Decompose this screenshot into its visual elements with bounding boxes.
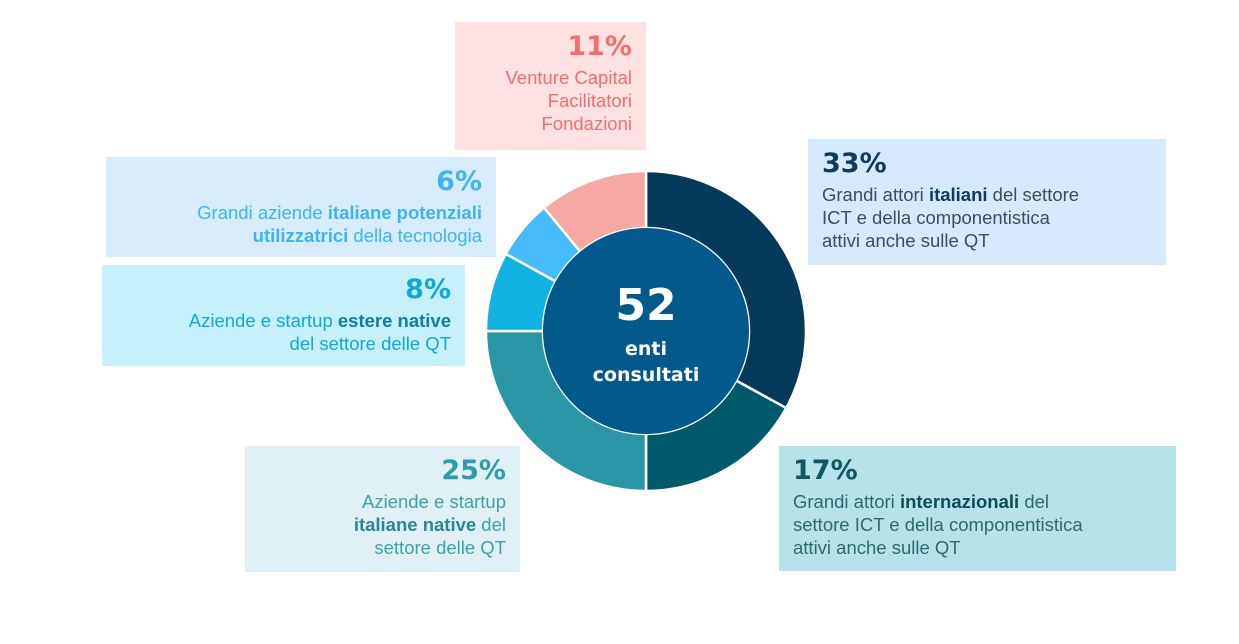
callout-italian-native-startups: 25% Aziende e startup italiane native del… <box>245 446 520 572</box>
callout-text: della tecnologia <box>348 225 482 246</box>
percent-label: 17% <box>793 455 858 486</box>
callout-line: Grandi attori internazionali del <box>793 490 1162 513</box>
callout-text: del settore <box>987 184 1080 205</box>
callout-text: ICT e della componentistica <box>822 207 1050 228</box>
callout-line: Aziende e startup <box>259 490 506 513</box>
callout-line: attivi anche sulle QT <box>822 229 1152 252</box>
callout-line: italiane native del <box>259 513 506 536</box>
callout-emphasis: italiane potenziali <box>327 202 482 223</box>
callout-text: Grandi attori <box>793 491 900 512</box>
callout-line: Grandi aziende italiane potenziali <box>120 201 482 224</box>
callout-line: Grandi attori italiani del settore <box>822 183 1152 206</box>
callout-potential-user-companies: 6% Grandi aziende italiane potenziali uti… <box>106 157 496 257</box>
callout-description: Grandi attori internazionali del settore … <box>793 490 1162 559</box>
callout-text: Facilitatori <box>547 90 632 111</box>
callout-italian-ict-actors: 33% Grandi attori italiani del settore IC… <box>808 139 1166 265</box>
percent-label: 8% <box>405 274 451 305</box>
callout-description: Grandi attori italiani del settore ICT e … <box>822 183 1152 252</box>
callout-emphasis: italiani <box>928 184 988 205</box>
callout-line: settore delle QT <box>259 536 506 559</box>
percent-label: 11% <box>567 31 632 62</box>
center-value: 52 <box>615 280 676 331</box>
callout-line: settore ICT e della componentistica <box>793 513 1162 536</box>
center-label-line1: enti <box>625 338 667 360</box>
callout-text: attivi anche sulle QT <box>793 537 961 558</box>
callout-vc-facilitators-foundations: 11% Venture Capital Facilitatori Fondazion… <box>455 22 646 150</box>
callout-text: Aziende e startup <box>362 491 506 512</box>
callout-text: attivi anche sulle QT <box>822 230 990 251</box>
callout-text: del <box>476 514 506 535</box>
callout-emphasis: internazionali <box>899 491 1020 512</box>
callout-description: Venture Capital Facilitatori Fondazioni <box>469 66 632 135</box>
callout-line: attivi anche sulle QT <box>793 536 1162 559</box>
callout-emphasis: italiane native <box>353 514 477 535</box>
callout-line: ICT e della componentistica <box>822 206 1152 229</box>
callout-description: Grandi aziende italiane potenziali utiliz… <box>120 201 482 247</box>
percent-label: 33% <box>822 148 887 179</box>
callout-emphasis: utilizzatrici <box>252 225 349 246</box>
callout-text: del <box>1019 491 1050 512</box>
callout-text: settore ICT e della componentistica <box>793 514 1083 535</box>
callout-emphasis: estere native <box>337 310 451 331</box>
callout-text: settore delle QT <box>374 537 506 558</box>
callout-text: Aziende e startup <box>188 310 338 331</box>
center-label-line2: consultati <box>593 364 700 386</box>
callout-text: Grandi attori <box>822 184 929 205</box>
callout-description: Aziende e startup estere native del setto… <box>116 309 451 355</box>
callout-line: Aziende e startup estere native <box>116 309 451 332</box>
center-circle <box>543 228 749 434</box>
callout-text: Grandi aziende <box>197 202 328 223</box>
callout-line: Venture Capital <box>469 66 632 89</box>
callout-foreign-native-startups: 8% Aziende e startup estere native del se… <box>102 265 465 366</box>
percent-label: 25% <box>441 455 506 486</box>
callout-description: Aziende e startup italiane native del sett… <box>259 490 506 559</box>
callout-text: del settore delle QT <box>289 333 451 354</box>
callout-line: utilizzatrici della tecnologia <box>120 224 482 247</box>
donut-segments <box>484 169 808 493</box>
callout-line: Fondazioni <box>469 112 632 135</box>
callout-line: Facilitatori <box>469 89 632 112</box>
callout-text: Venture Capital <box>505 67 632 88</box>
callout-text: Fondazioni <box>541 113 632 134</box>
percent-label: 6% <box>436 166 482 197</box>
callout-international-ict-actors: 17% Grandi attori internazionali del sett… <box>779 446 1176 571</box>
callout-line: del settore delle QT <box>116 332 451 355</box>
